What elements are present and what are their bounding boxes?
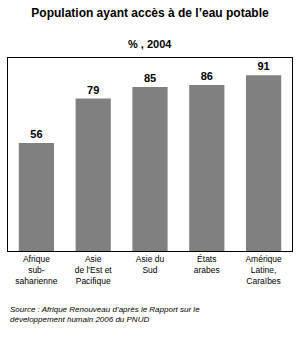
svg-text:Asie duSud: Asie duSud	[136, 254, 165, 275]
svg-text:79: 79	[87, 84, 99, 96]
svg-text:Source : Afrique Renouveau d’a: Source : Afrique Renouveau d’après le Ra…	[10, 305, 200, 324]
svg-text:AmériqueLatine,Caraïbes: AmériqueLatine,Caraïbes	[245, 254, 282, 286]
svg-text:Asiede l'Est etPacifique: Asiede l'Est etPacifique	[75, 254, 113, 286]
svg-text:86: 86	[201, 70, 213, 82]
svg-text:85: 85	[144, 72, 156, 84]
svg-text:Population ayant accès à de l’: Population ayant accès à de l’eau potabl…	[31, 6, 269, 20]
svg-text:91: 91	[257, 60, 269, 72]
svg-text:56: 56	[30, 128, 42, 140]
svg-text:Étatsarabes: Étatsarabes	[194, 254, 220, 275]
svg-text:Afriquesub-saharienne: Afriquesub-saharienne	[15, 254, 57, 286]
svg-text:% , 2004: % , 2004	[128, 38, 172, 50]
